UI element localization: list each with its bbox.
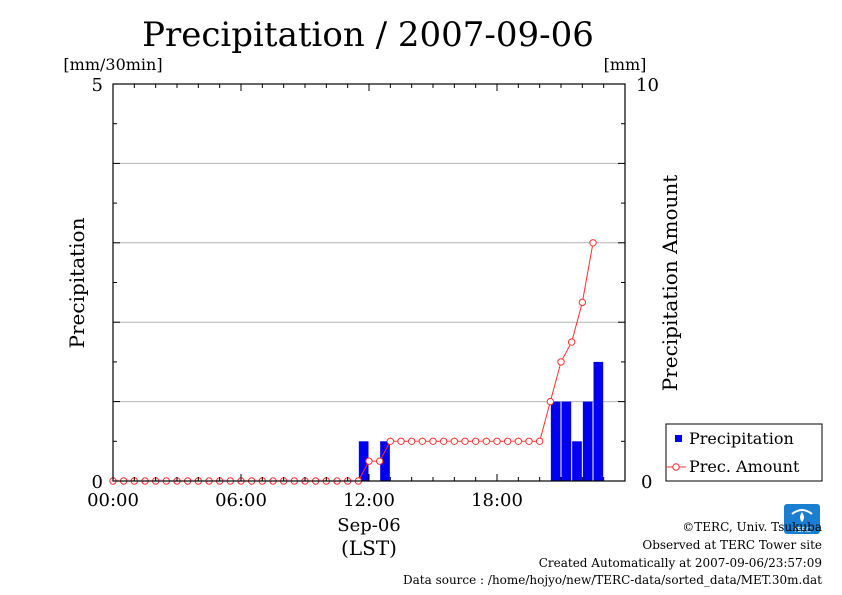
- chart-title: Precipitation / 2007-09-06: [142, 15, 594, 55]
- amount-marker: [503, 437, 512, 445]
- amount-line-series: [109, 239, 597, 485]
- grid-lines: [113, 162, 625, 403]
- precipitation-bar: [358, 441, 369, 481]
- legend-box: [665, 423, 823, 482]
- precipitation-bar: [593, 361, 604, 481]
- amount-marker: [397, 437, 405, 445]
- axis-ticks: [112, 83, 626, 482]
- amount-marker: [418, 437, 427, 445]
- date-label: Sep-06: [337, 515, 401, 536]
- amount-marker: [557, 358, 565, 366]
- footer-observed: Observed at TERC Tower site: [642, 538, 822, 552]
- amount-marker: [365, 457, 373, 465]
- amount-marker: [567, 338, 576, 346]
- precipitation-bar: [380, 441, 390, 481]
- precipitation-bar: [582, 401, 593, 481]
- x-tick-label: 18:00: [471, 490, 523, 511]
- precipitation-bar: [561, 401, 572, 481]
- x-tick-label: 06:00: [215, 490, 267, 511]
- right-axis-unit: [mm]: [604, 55, 647, 74]
- y-right-tick-label-max: 10: [636, 75, 659, 96]
- legend-amount-label: Prec. Amount: [689, 457, 800, 476]
- amount-line: [113, 242, 594, 482]
- footer-copyright: ©TERC, Univ. Tsukuba: [682, 520, 822, 534]
- logo-drop-icon: [800, 512, 804, 522]
- footer-source: Data source : /home/hojyo/new/TERC-data/…: [403, 573, 822, 587]
- y-left-tick-label-max: 5: [92, 75, 103, 96]
- logo-text: TERC: [792, 526, 811, 534]
- left-axis-unit: [mm/30min]: [63, 55, 162, 74]
- legend-precipitation-swatch: [675, 435, 682, 442]
- y-left-tick-label-min: 0: [92, 472, 103, 493]
- amount-marker: [535, 437, 544, 445]
- footer-created: Created Automatically at 2007-09-06/23:5…: [539, 556, 822, 570]
- plot-frame: [112, 83, 626, 482]
- amount-marker: [578, 298, 587, 307]
- logo-wave-icon: [791, 509, 813, 515]
- amount-marker: [525, 437, 533, 445]
- amount-marker: [375, 457, 384, 465]
- precipitation-bars: [358, 361, 604, 481]
- amount-marker: [429, 437, 437, 445]
- amount-marker: [439, 437, 448, 445]
- amount-marker: [407, 437, 416, 445]
- legend: Precipitation Prec. Amount: [665, 423, 823, 482]
- amount-marker: [482, 437, 491, 445]
- amount-marker: [471, 437, 480, 445]
- y-axis-right-title: Precipitation Amount: [658, 175, 682, 392]
- x-tick-label: 12:00: [343, 490, 395, 511]
- amount-marker: [386, 437, 395, 445]
- x-tick-label: 00:00: [87, 490, 139, 511]
- y-right-tick-label-min: 0: [641, 472, 652, 493]
- x-tick-labels: 00:00 06:00 12:00 18:00: [87, 490, 523, 511]
- amount-marker: [450, 437, 459, 445]
- terc-logo: TERC: [784, 504, 820, 534]
- amount-marker: [514, 437, 523, 445]
- legend-precipitation-label: Precipitation: [689, 429, 794, 448]
- amount-marker: [546, 397, 555, 406]
- precipitation-bar: [572, 441, 582, 481]
- amount-marker: [493, 437, 501, 445]
- legend-amount-marker: [672, 463, 680, 471]
- timezone-label: (LST): [341, 536, 397, 560]
- y-axis-left-title: Precipitation: [65, 217, 89, 348]
- amount-marker: [461, 437, 469, 445]
- amount-marker: [589, 239, 597, 247]
- precipitation-bar: [550, 401, 561, 481]
